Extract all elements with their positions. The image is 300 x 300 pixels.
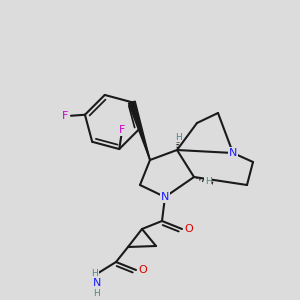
Text: N: N (93, 278, 101, 288)
Text: H: H (205, 178, 212, 187)
Text: F: F (62, 111, 68, 121)
Text: O: O (184, 224, 194, 234)
Text: H: H (92, 268, 98, 278)
Text: H: H (94, 289, 100, 298)
Polygon shape (128, 101, 150, 160)
Text: O: O (139, 265, 147, 275)
Text: N: N (161, 192, 169, 202)
Text: F: F (119, 125, 125, 135)
Text: H: H (175, 133, 182, 142)
Text: N: N (229, 148, 237, 158)
